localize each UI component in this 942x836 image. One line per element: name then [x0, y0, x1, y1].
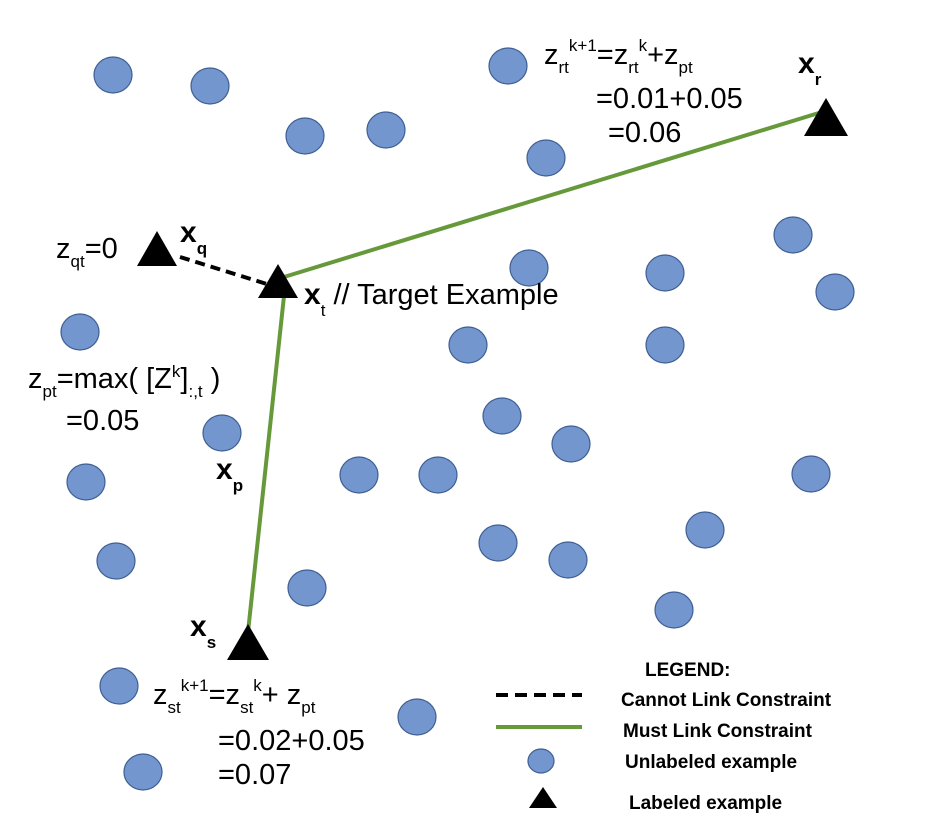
unlabeled-example: [654, 591, 694, 629]
label-x-q: xq: [180, 216, 207, 258]
unlabeled-example: [397, 698, 437, 736]
equation-zpt-line1: zpt=max( [Zk]:,t ): [28, 362, 220, 401]
unlabeled-example: [190, 67, 230, 105]
unlabeled-example: [285, 117, 325, 155]
must-link-edge-t-r: [283, 110, 823, 279]
unlabeled-example: [815, 273, 855, 311]
unlabeled-example: [645, 326, 685, 364]
unlabeled-example: [645, 254, 685, 292]
unlabeled-example: [123, 753, 163, 791]
equation-zst-line2: =0.02+0.05: [218, 725, 365, 757]
unlabeled-example: [791, 455, 831, 493]
legend-unlabeled-label: Unlabeled example: [625, 752, 797, 773]
equation-zst-line3: =0.07: [218, 759, 291, 791]
equation-zpt-line2: =0.05: [66, 405, 139, 437]
unlabeled-example: [99, 667, 139, 705]
labeled-example-s: [227, 624, 269, 660]
unlabeled-example: [773, 216, 813, 254]
unlabeled-example: [366, 111, 406, 149]
unlabeled-example: [448, 326, 488, 364]
must-link-edge-t-s: [246, 295, 286, 633]
legend-labeled-label: Labeled example: [629, 793, 782, 814]
unlabeled-example: [482, 397, 522, 435]
equation-zst-line1: zstk+1=zstk+ zpt: [153, 676, 316, 717]
unlabeled-example: [66, 463, 106, 501]
label-x-p: xp: [216, 453, 243, 495]
unlabeled-example: [509, 249, 549, 287]
cannot-link-edge-q-t: [179, 255, 271, 287]
unlabeled-example: [478, 524, 518, 562]
unlabeled-example: [551, 425, 591, 463]
unlabeled-example: [418, 456, 458, 494]
legend-title: LEGEND:: [645, 660, 731, 681]
label-x-t-target: xt // Target Example: [304, 278, 559, 320]
legend-unlabeled-swatch: [527, 748, 555, 774]
labeled-example-q: [137, 231, 177, 266]
unlabeled-examples: [60, 47, 855, 791]
labeled-example-t: [258, 264, 298, 298]
unlabeled-example: [685, 511, 725, 549]
unlabeled-example: [548, 541, 588, 579]
legend-cannot-link-label: Cannot Link Constraint: [621, 690, 832, 711]
unlabeled-example: [93, 56, 133, 94]
legend: LEGEND: Cannot Link Constraint Must Link…: [496, 660, 832, 814]
equation-zrt-line2: =0.01+0.05: [596, 83, 743, 115]
unlabeled-example: [488, 47, 528, 85]
unlabeled-example: [287, 569, 327, 607]
unlabeled-example: [60, 313, 100, 351]
equation-zrt-line1: zrtk+1=zrtk+zpt: [544, 36, 693, 77]
equation-zrt-line3: =0.06: [608, 117, 681, 149]
equation-zqt: zqt=0: [56, 233, 118, 271]
unlabeled-example: [339, 456, 379, 494]
unlabeled-example: [96, 542, 136, 580]
legend-must-link-label: Must Link Constraint: [623, 721, 813, 742]
labeled-example-r: [804, 98, 848, 136]
label-x-r: xr: [798, 47, 822, 89]
unlabeled-example: [202, 414, 242, 452]
legend-labeled-swatch: [529, 787, 557, 808]
label-x-s: xs: [190, 610, 216, 652]
unlabeled-example: [526, 139, 566, 177]
